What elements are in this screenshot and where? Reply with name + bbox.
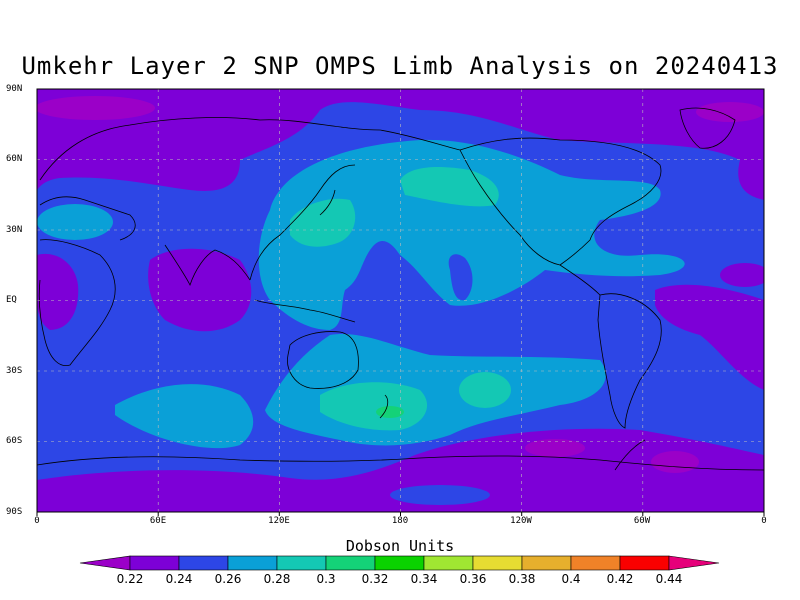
colorbar-tick-label: 0.24 [165, 572, 193, 586]
lat-label-30s: 30S [6, 366, 23, 376]
field-north-pacific-high [258, 139, 685, 330]
map-title: Umkehr Layer 2 SNP OMPS Limb Analysis on… [21, 52, 779, 80]
lon-label-0-west: 0 [34, 516, 40, 526]
colorbar-swatch [472, 555, 523, 571]
field-indian-low [148, 248, 252, 332]
lon-label-0-east: 0 [761, 516, 767, 526]
field-africa-low [37, 253, 79, 330]
field-north-pacific-core [400, 167, 499, 207]
field-europe-blob [37, 204, 113, 240]
colorbar-swatch [423, 555, 474, 571]
lat-label-90n: 90N [6, 84, 23, 94]
lat-label-30n: 30N [6, 225, 23, 235]
field-south-pacific-core [459, 372, 511, 408]
field-antarctic-spot-3 [390, 485, 490, 505]
colorbar-tick-label: 0.36 [459, 572, 487, 586]
lon-label-120w: 120W [510, 516, 532, 526]
lat-label-eq: EQ [6, 295, 17, 305]
colorbar-arrow-low [79, 555, 131, 571]
field-arctic-low [37, 89, 764, 200]
colorbar-tick-label: 0.4 [561, 572, 581, 586]
lon-label-60e: 60E [149, 516, 167, 526]
colorbar-tick-label: 0.34 [410, 572, 438, 586]
field-newzealand-peak [376, 406, 404, 418]
field-arctic-spot-1 [37, 96, 155, 120]
colorbar [79, 555, 720, 571]
colorbar-tick-label: 0.22 [116, 572, 144, 586]
colorbar-tick-label: 0.44 [655, 572, 683, 586]
colorbar-arrow-high [668, 555, 720, 571]
lat-label-90s: 90S [6, 507, 23, 517]
lat-label-60n: 60N [6, 154, 23, 164]
colorbar-swatch [276, 555, 327, 571]
field-east-asia-core [290, 198, 356, 247]
colorbar-tick-label: 0.38 [508, 572, 536, 586]
field-arctic-spot-2 [696, 102, 764, 122]
colorbar-swatch [521, 555, 572, 571]
colorbar-title: Dobson Units [345, 537, 455, 555]
colorbar-tick-label: 0.3 [316, 572, 336, 586]
colorbar-tick-label: 0.32 [361, 572, 389, 586]
lon-label-120e: 120E [268, 516, 290, 526]
colorbar-tick-label: 0.42 [606, 572, 634, 586]
lat-label-60s: 60S [6, 436, 23, 446]
coastlines [37, 107, 764, 471]
field-southern-band [115, 384, 254, 449]
colorbar-swatch [570, 555, 621, 571]
grid [37, 89, 764, 512]
colorbar-swatch [374, 555, 425, 571]
field-antarctic-spot-2 [651, 451, 699, 473]
field-antarctic-spot-1 [525, 439, 585, 457]
field-pacific-hole [448, 254, 473, 301]
colorbar-swatch [227, 555, 278, 571]
field-east-low [720, 263, 764, 287]
colorbar-swatch [619, 555, 670, 571]
lon-label-180: 180 [391, 516, 409, 526]
colorbar-tick-label: 0.28 [263, 572, 291, 586]
colorbar-tick-label: 0.26 [214, 572, 242, 586]
lon-label-60w: 60W [633, 516, 651, 526]
colorbar-swatch [178, 555, 229, 571]
field-southamerica-low [655, 284, 764, 390]
colorbar-swatch [325, 555, 376, 571]
colorbar-swatch [129, 555, 180, 571]
